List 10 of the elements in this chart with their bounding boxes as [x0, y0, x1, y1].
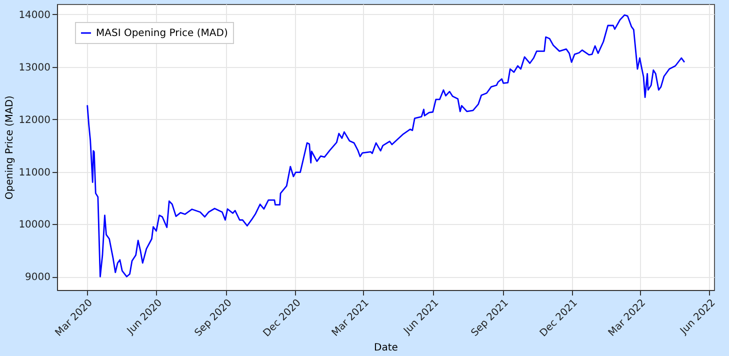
legend-label: MASI Opening Price (MAD)	[96, 28, 228, 39]
y-tick-label: 12000	[18, 114, 50, 126]
y-axis-title: Opening Price (MAD)	[4, 95, 16, 200]
y-tick-label: 9000	[25, 272, 50, 284]
y-tick-label: 11000	[18, 167, 50, 178]
y-tick-label: 10000	[18, 220, 50, 231]
y-tick-label: 14000	[18, 10, 50, 21]
y-tick-label: 13000	[18, 62, 50, 74]
line-series	[86, 14, 686, 278]
x-axis-title: Date	[374, 342, 398, 354]
